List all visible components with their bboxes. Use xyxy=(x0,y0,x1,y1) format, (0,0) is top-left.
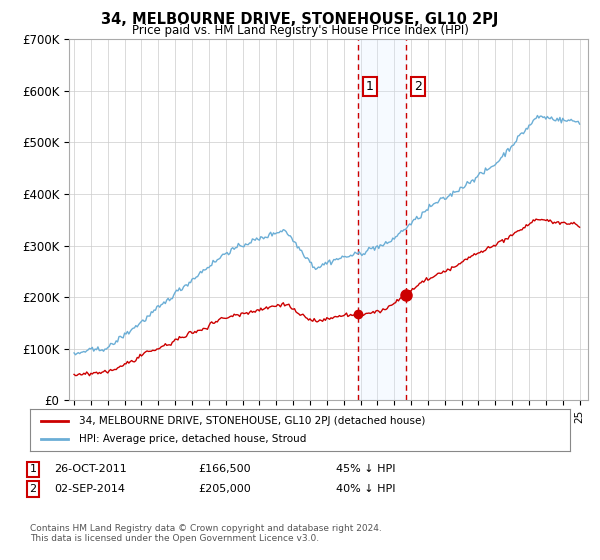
Text: HPI: Average price, detached house, Stroud: HPI: Average price, detached house, Stro… xyxy=(79,434,306,444)
Text: 34, MELBOURNE DRIVE, STONEHOUSE, GL10 2PJ: 34, MELBOURNE DRIVE, STONEHOUSE, GL10 2P… xyxy=(101,12,499,27)
Text: 26-OCT-2011: 26-OCT-2011 xyxy=(54,464,127,474)
Text: 34, MELBOURNE DRIVE, STONEHOUSE, GL10 2PJ (detached house): 34, MELBOURNE DRIVE, STONEHOUSE, GL10 2P… xyxy=(79,416,425,426)
Text: Contains HM Land Registry data © Crown copyright and database right 2024.
This d: Contains HM Land Registry data © Crown c… xyxy=(30,524,382,543)
Text: 2: 2 xyxy=(414,80,422,92)
Text: Price paid vs. HM Land Registry's House Price Index (HPI): Price paid vs. HM Land Registry's House … xyxy=(131,24,469,36)
Bar xyxy=(358,39,406,400)
Text: £166,500: £166,500 xyxy=(198,464,251,474)
Text: 45% ↓ HPI: 45% ↓ HPI xyxy=(336,464,395,474)
Text: 02-SEP-2014: 02-SEP-2014 xyxy=(54,484,125,494)
Text: 40% ↓ HPI: 40% ↓ HPI xyxy=(336,484,395,494)
Text: £205,000: £205,000 xyxy=(198,484,251,494)
Text: 1: 1 xyxy=(29,464,37,474)
Text: 2: 2 xyxy=(29,484,37,494)
Text: 1: 1 xyxy=(366,80,374,92)
